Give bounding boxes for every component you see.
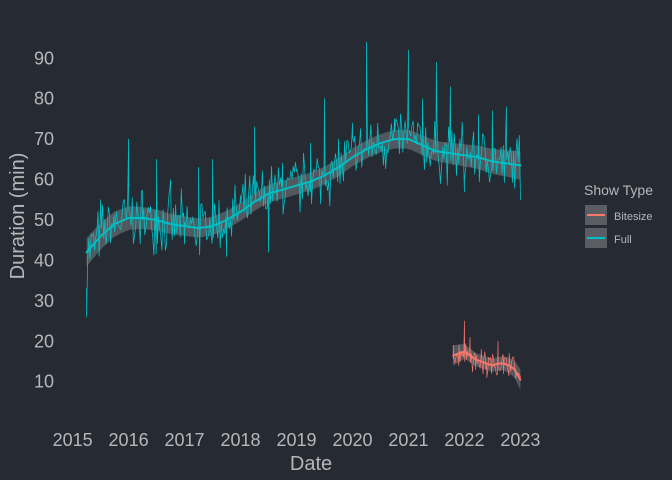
smooth-series-layer — [85, 138, 522, 381]
legend-entry-full: Full — [585, 228, 632, 248]
x-tick-label: 2020 — [332, 430, 372, 450]
x-tick-label: 2016 — [109, 430, 149, 450]
raw-line-full — [86, 41, 521, 318]
x-axis-tick-labels: 2015 2016 2017 2018 2019 2020 2021 2022 2023 — [53, 430, 541, 450]
smooth-line-bitesize — [452, 350, 522, 381]
x-tick-label: 2015 — [53, 430, 93, 450]
y-tick-label: 90 — [34, 48, 54, 68]
y-tick-label: 80 — [34, 89, 54, 109]
y-tick-label: 30 — [34, 291, 54, 311]
y-tick-label: 10 — [34, 372, 54, 392]
y-tick-label: 50 — [34, 210, 54, 230]
raw-line-bitesize — [452, 320, 521, 379]
legend-entry-bitesize: Bitesize — [585, 205, 653, 225]
confidence-band-full — [86, 129, 521, 267]
y-tick-label: 60 — [34, 170, 54, 190]
x-tick-label: 2022 — [444, 430, 484, 450]
y-tick-label: 70 — [34, 129, 54, 149]
y-tick-label: 20 — [34, 331, 54, 351]
x-tick-label: 2023 — [500, 430, 540, 450]
x-axis-title: Date — [290, 453, 332, 475]
x-tick-label: 2018 — [221, 430, 261, 450]
y-tick-label: 40 — [34, 250, 54, 270]
legend: Show Type Bitesize Full — [584, 182, 653, 248]
legend-label-bitesize: Bitesize — [614, 211, 653, 223]
x-tick-label: 2017 — [165, 430, 205, 450]
y-axis-title: Duration (min) — [7, 153, 29, 280]
raw-series-layer — [86, 41, 521, 379]
legend-label-full: Full — [614, 234, 632, 246]
y-axis-tick-labels: 10 20 30 40 50 60 70 80 90 — [34, 48, 54, 391]
smooth-line-full — [85, 138, 522, 254]
x-tick-label: 2021 — [388, 430, 428, 450]
legend-title: Show Type — [584, 182, 653, 198]
x-tick-label: 2019 — [276, 430, 316, 450]
